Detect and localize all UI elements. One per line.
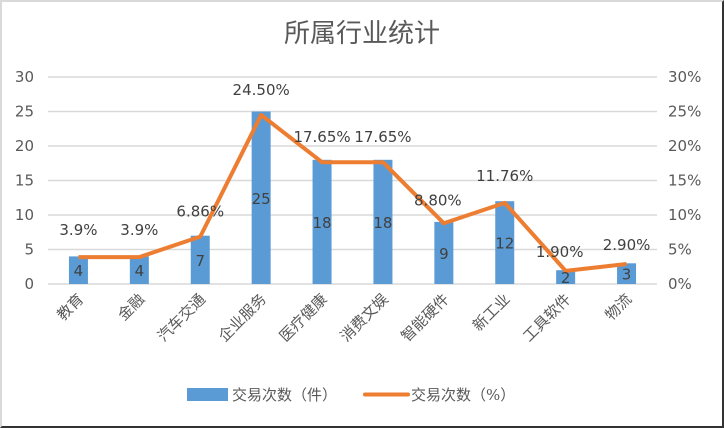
bar	[556, 270, 576, 284]
category-label: 物流	[601, 290, 635, 324]
bar-label: 4	[135, 262, 145, 280]
legend-swatch-bar	[187, 388, 228, 401]
bar-label: 4	[74, 262, 84, 280]
gridlines	[48, 76, 657, 285]
bar	[190, 235, 210, 284]
x-axis-categories: 教育 金融 汽车交通 企业服务 医疗健康 消费文娱 智能硬件 新工业 工具软件 物流	[53, 290, 635, 345]
bar-label: 9	[439, 245, 449, 263]
bar-label: 2	[561, 269, 571, 287]
y-left-tick: 10	[15, 206, 34, 224]
category-label: 消费文娱	[337, 290, 392, 345]
line-series	[78, 112, 627, 273]
category-label: 企业服务	[215, 290, 270, 345]
bar	[312, 159, 332, 284]
bar-data-labels: 4 4 7 25 18 18 9 12 2 3	[74, 190, 632, 287]
bar-label: 25	[252, 190, 271, 208]
category-label: 新工业	[469, 290, 514, 335]
category-label: 医疗健康	[276, 290, 331, 345]
bar-series	[68, 111, 637, 284]
category-label: 金融	[114, 290, 148, 324]
category-label: 汽车交通	[154, 290, 209, 345]
bar	[373, 159, 393, 284]
bar	[617, 263, 637, 284]
y-left-tick: 15	[15, 172, 34, 190]
line-data-labels: 3.9% 3.9% 6.86% 24.50% 17.65% 17.65% 8.80% 11.7…	[59, 81, 650, 261]
y-right-tick: 30%	[668, 68, 701, 86]
bar-label: 7	[195, 252, 205, 270]
legend: 交易次数（件） 交易次数（%）	[187, 386, 515, 404]
line-label: 8.80%	[414, 191, 462, 209]
line-label: 24.50%	[233, 81, 290, 99]
chart-title: 所属行业统计	[284, 19, 440, 49]
y-right-tick: 10%	[668, 206, 701, 224]
y-left-tick: 25	[15, 103, 34, 121]
bar	[129, 256, 149, 284]
bar	[251, 111, 271, 284]
y-left-tick: 0	[24, 275, 34, 293]
category-label: 教育	[53, 290, 87, 324]
line-label: 11.76%	[476, 167, 533, 185]
legend-label-bar: 交易次数（件）	[232, 386, 337, 404]
line-label: 1.90%	[536, 243, 584, 261]
category-label: 工具软件	[519, 290, 574, 345]
bar	[495, 201, 515, 284]
y-axis-right: 0% 5% 10% 15% 20% 25% 30%	[668, 68, 701, 293]
y-left-tick: 20	[15, 137, 34, 155]
category-label: 智能硬件	[398, 290, 453, 345]
line-label: 2.90%	[603, 236, 651, 254]
line-label: 3.9%	[59, 221, 97, 239]
y-left-tick: 5	[24, 241, 34, 259]
line-path	[78, 112, 627, 273]
line-label: 6.86%	[176, 203, 224, 221]
line-label: 17.65%	[354, 128, 411, 146]
bar-label: 12	[495, 235, 514, 253]
line-label: 3.9%	[120, 221, 158, 239]
y-right-tick: 0%	[668, 275, 692, 293]
legend-label-line: 交易次数（%）	[411, 386, 515, 404]
bar	[434, 221, 454, 284]
y-right-tick: 5%	[668, 241, 692, 259]
y-right-tick: 25%	[668, 103, 701, 121]
line-label: 17.65%	[293, 128, 350, 146]
y-right-tick: 20%	[668, 137, 701, 155]
bar-label: 18	[373, 214, 392, 232]
y-right-tick: 15%	[668, 172, 701, 190]
bar	[68, 256, 88, 284]
bar-label: 3	[622, 266, 632, 284]
y-axis-left: 0 5 10 15 20 25 30	[15, 68, 34, 293]
bar-label: 18	[313, 214, 332, 232]
y-left-tick: 30	[15, 68, 34, 86]
